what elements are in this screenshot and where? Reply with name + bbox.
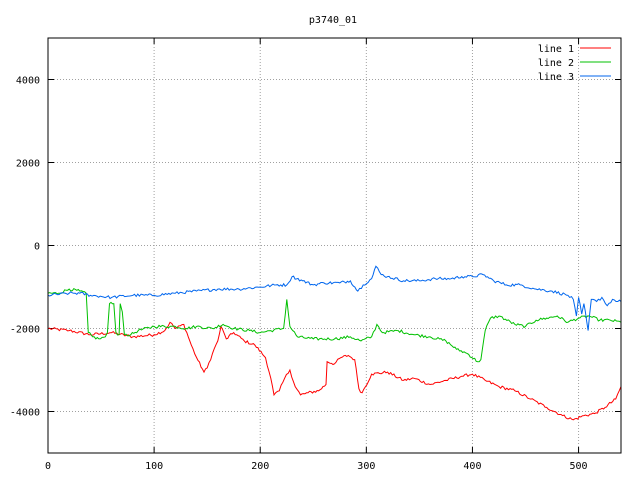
x-tick-label: 200 (251, 461, 269, 472)
x-tick-label: 500 (570, 461, 588, 472)
chart-title: p3740_01 (309, 15, 357, 26)
x-tick-label: 0 (45, 461, 51, 472)
legend: line 1 line 2 line 3 (538, 44, 611, 83)
legend-label-2: line 2 (538, 58, 574, 69)
x-tick-label: 400 (463, 461, 481, 472)
x-tick-label: 300 (357, 461, 375, 472)
series-line-1 (47, 321, 622, 421)
y-tick-label: -4000 (10, 408, 40, 419)
series-line-3 (47, 265, 622, 331)
y-tick-label: 4000 (16, 76, 40, 87)
legend-label-3: line 3 (538, 72, 574, 83)
legend-label-1: line 1 (538, 44, 574, 55)
series-line-2 (47, 287, 622, 363)
axis-labels: 0 100 200 300 400 500 -4000 -2000 0 2000 4000 (10, 76, 588, 473)
plot-lines (47, 265, 622, 421)
y-tick-label: 2000 (16, 159, 40, 170)
plot-frame (47, 37, 622, 454)
grid (47, 38, 621, 453)
y-tick-label: -2000 (10, 325, 40, 336)
y-tick-label: 0 (34, 242, 40, 253)
x-tick-label: 100 (145, 461, 163, 472)
